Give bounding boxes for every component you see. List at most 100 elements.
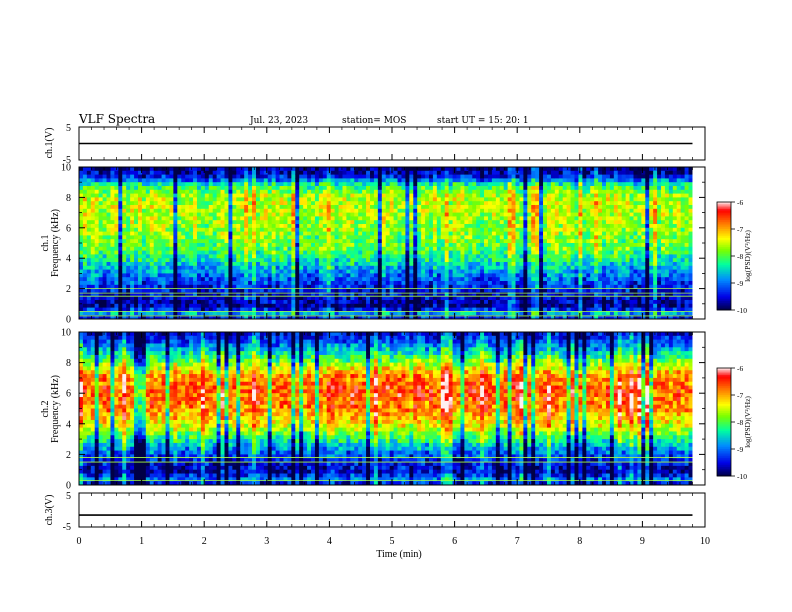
spectrogram-cell	[511, 182, 516, 187]
spectrogram-cell	[444, 224, 450, 229]
spectrogram-cell	[86, 212, 92, 217]
spectrogram-cell	[393, 189, 398, 194]
spectrogram-cell	[417, 197, 422, 202]
spectrogram-cell	[495, 208, 501, 213]
spectrogram-cell	[130, 227, 135, 232]
spectrogram-cell	[79, 205, 84, 210]
spectrogram-cell	[314, 212, 320, 217]
spectrogram-cell	[346, 220, 351, 225]
spectrogram-cell	[389, 235, 394, 240]
spectrogram-cell	[366, 307, 371, 312]
spectrogram-cell	[169, 243, 174, 248]
spectrogram-cell	[338, 227, 343, 232]
spectrogram-cell	[275, 273, 280, 278]
spectrogram-cell	[421, 227, 426, 232]
spectrogram-cell	[448, 239, 453, 244]
spectrogram-cell	[134, 258, 139, 263]
spectrogram-cell	[393, 243, 398, 248]
spectrogram-cell	[181, 269, 186, 274]
spectrogram-cell	[334, 265, 339, 270]
spectrogram-cell	[507, 243, 512, 248]
spectrogram-cell	[263, 315, 269, 320]
spectrogram-cell	[554, 201, 560, 206]
spectrogram-cell	[267, 208, 273, 213]
spectrogram-cell	[299, 178, 304, 183]
spectrogram-cell	[275, 239, 280, 244]
spectrogram-cell	[511, 265, 516, 270]
spectrogram-cell	[373, 216, 379, 221]
spectrogram-cell	[452, 201, 457, 206]
spectrogram-cell	[94, 296, 100, 301]
spectrogram-cell	[519, 284, 524, 289]
spectrogram-cell	[531, 212, 536, 217]
spectrogram-cell	[295, 216, 300, 221]
spectrogram-cell	[318, 250, 324, 255]
spectrogram-cell	[299, 220, 304, 225]
spectrogram-cell	[554, 174, 560, 179]
spectrogram-cell	[507, 201, 512, 206]
spectrogram-cell	[448, 231, 453, 236]
spectrogram-cell	[401, 292, 406, 297]
spectrogram-cell	[507, 212, 512, 217]
spectrogram-cell	[102, 277, 107, 282]
spectrogram-cell	[385, 281, 391, 286]
spectrogram-cell	[362, 174, 367, 179]
spectrogram-cell	[550, 269, 556, 274]
spectrogram-cell	[515, 254, 520, 259]
spectrogram-cell	[157, 315, 162, 320]
spectrogram-cell	[141, 258, 147, 263]
spectrogram-cell	[350, 186, 355, 191]
spectrogram-cell	[444, 273, 450, 278]
spectrogram-cell	[224, 170, 229, 175]
spectrogram-cell	[448, 307, 453, 312]
spectrogram-cell	[102, 227, 107, 232]
spectrogram-cell	[79, 284, 84, 289]
spectrogram-cell	[263, 273, 269, 278]
spectrogram-cell	[362, 315, 367, 320]
spectrogram-cell	[86, 235, 92, 240]
spectrogram-cell	[358, 167, 363, 172]
spectrogram-cell	[252, 239, 257, 244]
spectrogram-cell	[98, 212, 103, 217]
spectrogram-cell	[248, 273, 253, 278]
spectrogram-cell	[452, 273, 457, 278]
spectrogram-cell	[491, 269, 497, 274]
spectrogram-cell	[193, 216, 198, 221]
spectrogram-cell	[381, 186, 387, 191]
spectrogram-cell	[106, 220, 111, 225]
spectrogram-cell	[291, 300, 296, 305]
spectrogram-cell	[546, 258, 552, 263]
spectrogram-cell	[271, 208, 277, 213]
spectrogram-cell	[252, 303, 257, 308]
spectrogram-cell	[464, 167, 469, 172]
spectrogram-cell	[279, 300, 284, 305]
spectrogram-cell	[110, 227, 115, 232]
spectrogram-cell	[263, 246, 269, 251]
spectrogram-cell	[444, 220, 450, 225]
spectrogram-cell	[334, 235, 339, 240]
spectrogram-cell	[307, 197, 312, 202]
spectrogram-cell	[291, 216, 296, 221]
spectrogram-cell	[370, 296, 375, 301]
spectrogram-cell	[338, 186, 343, 191]
spectrogram-cell	[484, 231, 489, 236]
spectrogram-cell	[330, 220, 336, 225]
spectrogram-cell	[299, 269, 304, 274]
spectrogram-cell	[82, 205, 88, 210]
spectrogram-cell	[299, 197, 304, 202]
spectrogram-cell	[346, 174, 351, 179]
spectrogram-cell	[177, 292, 182, 297]
spectrogram-cell	[137, 197, 143, 202]
spectrogram-cell	[79, 201, 84, 206]
spectrogram-cell	[248, 277, 253, 282]
spectrogram-cell	[173, 307, 178, 312]
spectrogram-cell	[173, 189, 178, 194]
spectrogram-cell	[546, 197, 552, 202]
spectrogram-cell	[122, 258, 127, 263]
spectrogram-cell	[373, 189, 379, 194]
ch1-spectrogram-heatmap	[79, 167, 705, 320]
spectrogram-cell	[130, 189, 135, 194]
spectrogram-cell	[393, 315, 398, 320]
spectrogram-cell	[165, 205, 170, 210]
spectrogram-cell	[177, 208, 182, 213]
